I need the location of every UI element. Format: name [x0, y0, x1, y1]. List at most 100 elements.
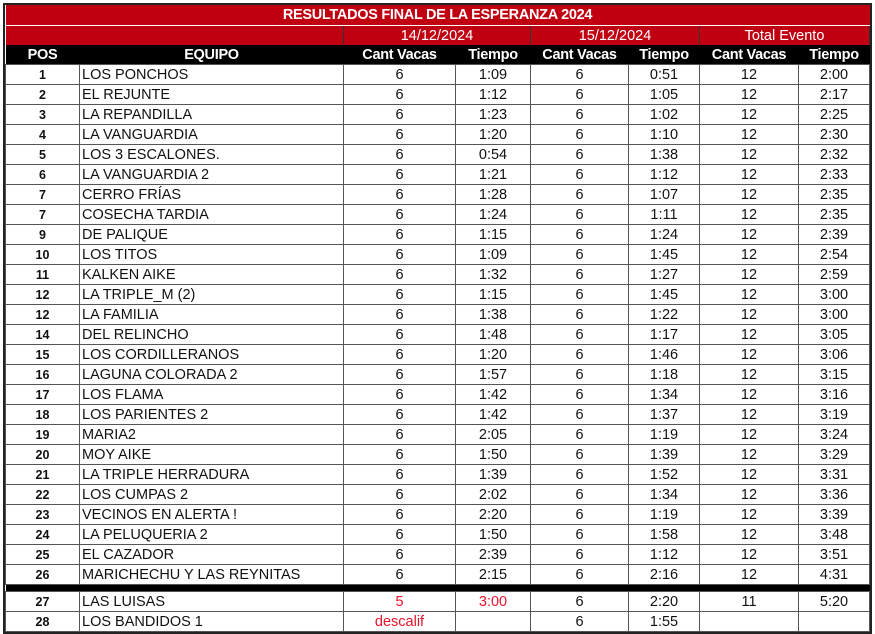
cell-time-day2: 1:38 — [628, 144, 700, 165]
cell-time-total: 3:15 — [798, 364, 870, 385]
cell-time-day1: 1:48 — [455, 324, 531, 345]
col-header-team: EQUIPO — [79, 45, 344, 65]
cell-team: LOS PARIENTES 2 — [79, 404, 344, 425]
cell-time-day2: 1:45 — [628, 244, 700, 265]
group-header-total: Total Evento — [699, 25, 870, 45]
table-body: 1 LOS PONCHOS 6 1:09 6 0:51 12 2:00 2 EL REJUNTE 6… — [5, 64, 870, 632]
cell-time-day2: 1:11 — [628, 204, 700, 225]
table-row: 12 LA FAMILIA 6 1:38 6 1:22 12 3:00 — [5, 304, 870, 325]
table-row: 20 MOY AIKE 6 1:50 6 1:39 12 3:29 — [5, 444, 870, 465]
cell-time-total: 5:20 — [798, 591, 870, 612]
cell-cant-day1: 6 — [343, 84, 456, 105]
cell-pos: 1 — [5, 64, 80, 85]
cell-time-total: 3:31 — [798, 464, 870, 485]
cell-time-day2: 1:12 — [628, 164, 700, 185]
cell-time-day2: 1:52 — [628, 464, 700, 485]
table-row: 27 LAS LUISAS 5 3:00 6 2:20 11 5:20 — [5, 591, 870, 612]
cell-pos: 6 — [5, 164, 80, 185]
cell-cant-total: 12 — [699, 144, 799, 165]
cell-cant-day2: 6 — [530, 591, 629, 612]
cell-cant-day1: 6 — [343, 104, 456, 125]
cell-team: LA FAMILIA — [79, 304, 344, 325]
cell-time-total: 2:39 — [798, 224, 870, 245]
cell-cant-day2: 6 — [530, 284, 629, 305]
cell-cant-total: 12 — [699, 204, 799, 225]
table-row: 9 DE PALIQUE 6 1:15 6 1:24 12 2:39 — [5, 224, 870, 245]
cell-time-day1: 1:09 — [455, 64, 531, 85]
cell-time-day1: 1:32 — [455, 264, 531, 285]
cell-team: VECINOS EN ALERTA ! — [79, 504, 344, 525]
cell-cant-day2: 6 — [530, 144, 629, 165]
cell-time-total: 2:30 — [798, 124, 870, 145]
cell-pos: 12 — [5, 284, 80, 305]
cell-cant-day1: 6 — [343, 64, 456, 85]
cell-cant-day2: 6 — [530, 184, 629, 205]
cell-team: LA REPANDILLA — [79, 104, 344, 125]
cell-time-total: 3:19 — [798, 404, 870, 425]
cell-time-total: 3:24 — [798, 424, 870, 445]
cell-time-day2: 1:46 — [628, 344, 700, 365]
cell-team: MARICHECHU Y LAS REYNITAS — [79, 564, 344, 585]
cell-time-day2: 1:45 — [628, 284, 700, 305]
cell-cant-day2: 6 — [530, 324, 629, 345]
cell-cant-total: 12 — [699, 184, 799, 205]
cell-time-day1: 1:42 — [455, 384, 531, 405]
cell-cant-day1: 6 — [343, 124, 456, 145]
cell-cant-total: 12 — [699, 484, 799, 505]
cell-cant-day2: 6 — [530, 384, 629, 405]
cell-cant-total: 12 — [699, 164, 799, 185]
cell-time-day2: 1:05 — [628, 84, 700, 105]
cell-time-day1: 1:20 — [455, 344, 531, 365]
cell-pos: 9 — [5, 224, 80, 245]
cell-cant-total: 12 — [699, 564, 799, 585]
cell-time-day1: 1:39 — [455, 464, 531, 485]
cell-cant-day1: 6 — [343, 384, 456, 405]
cell-time-day2: 1:19 — [628, 424, 700, 445]
cell-team: LAS LUISAS — [79, 591, 344, 612]
cell-time-total: 2:17 — [798, 84, 870, 105]
cell-time-day1: 1:12 — [455, 84, 531, 105]
cell-team: DE PALIQUE — [79, 224, 344, 245]
cell-pos: 19 — [5, 424, 80, 445]
cell-time-total: 3:29 — [798, 444, 870, 465]
cell-cant-total — [699, 611, 799, 632]
table-row: 2 EL REJUNTE 6 1:12 6 1:05 12 2:17 — [5, 84, 870, 105]
cell-cant-day1: descalif — [343, 611, 456, 632]
cell-cant-total: 12 — [699, 544, 799, 565]
cell-time-day2: 1:58 — [628, 524, 700, 545]
cell-team: DEL RELINCHO — [79, 324, 344, 345]
cell-cant-day2: 6 — [530, 484, 629, 505]
col-header-time-day1: Tiempo — [455, 45, 531, 65]
cell-cant-day1: 6 — [343, 284, 456, 305]
cell-time-day2: 1:55 — [628, 611, 700, 632]
cell-cant-day1: 6 — [343, 184, 456, 205]
cell-time-day1: 1:50 — [455, 524, 531, 545]
cell-time-day2: 1:22 — [628, 304, 700, 325]
cell-time-day2: 2:16 — [628, 564, 700, 585]
cell-pos: 3 — [5, 104, 80, 125]
cell-cant-day1: 6 — [343, 164, 456, 185]
cell-time-day2: 1:10 — [628, 124, 700, 145]
table-row: 3 LA REPANDILLA 6 1:23 6 1:02 12 2:25 — [5, 104, 870, 125]
cell-cant-day2: 6 — [530, 444, 629, 465]
cell-cant-day1: 6 — [343, 424, 456, 445]
cell-time-total: 3:00 — [798, 284, 870, 305]
cell-cant-total: 12 — [699, 224, 799, 245]
cell-cant-day2: 6 — [530, 244, 629, 265]
cell-team: LAGUNA COLORADA 2 — [79, 364, 344, 385]
cell-pos: 23 — [5, 504, 80, 525]
col-header-cant-day1: Cant Vacas — [343, 45, 456, 65]
cell-pos: 7 — [5, 184, 80, 205]
cell-pos: 28 — [5, 611, 80, 632]
cell-cant-total: 12 — [699, 344, 799, 365]
cell-team: LA VANGUARDIA 2 — [79, 164, 344, 185]
cell-cant-day1: 6 — [343, 304, 456, 325]
cell-cant-total: 12 — [699, 284, 799, 305]
cell-pos: 27 — [5, 591, 80, 612]
cell-cant-day1: 6 — [343, 364, 456, 385]
cell-time-day2: 1:12 — [628, 544, 700, 565]
cell-time-total: 3:16 — [798, 384, 870, 405]
cell-time-total: 3:00 — [798, 304, 870, 325]
cell-cant-day1: 6 — [343, 484, 456, 505]
cell-cant-day2: 6 — [530, 524, 629, 545]
